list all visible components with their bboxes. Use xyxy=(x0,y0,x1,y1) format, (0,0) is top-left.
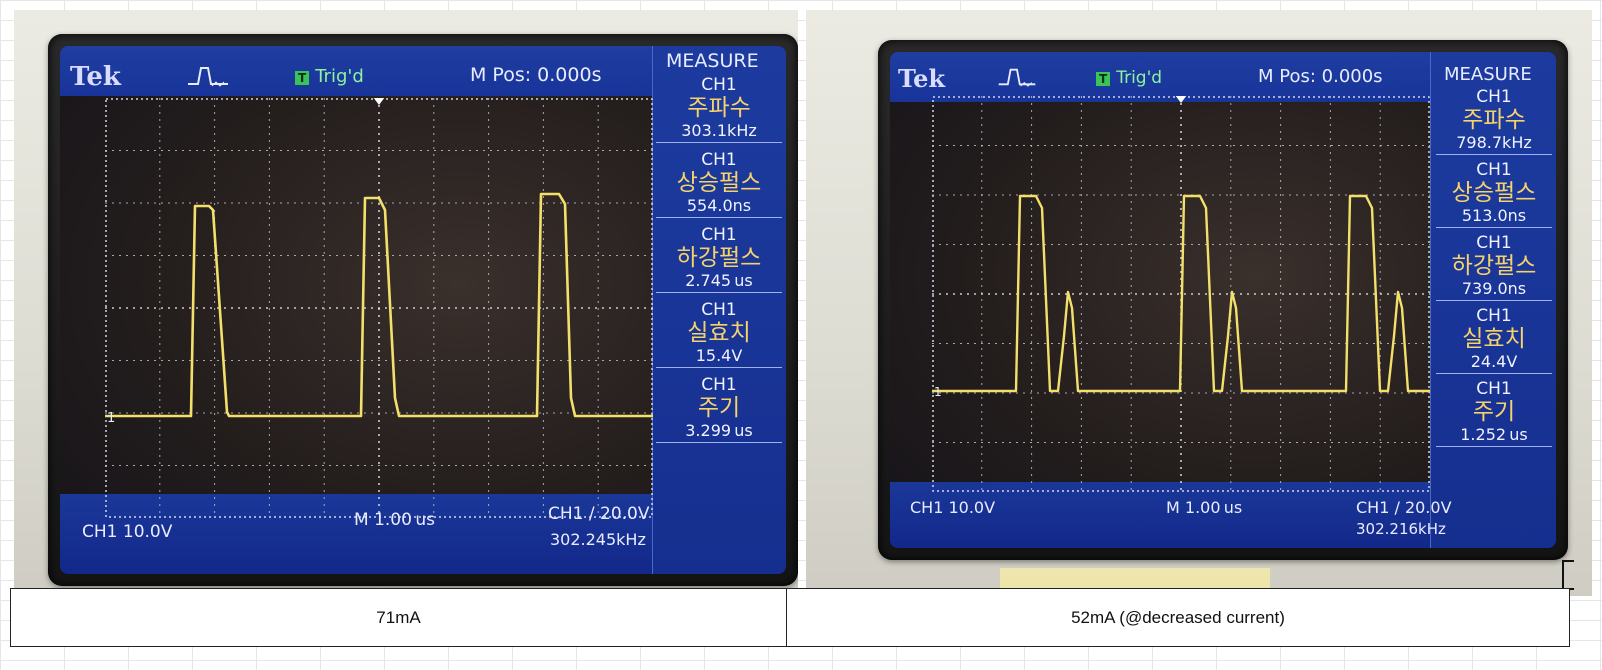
channel-marker: 1 xyxy=(934,385,942,399)
measurement-name: 하강펄스 xyxy=(1451,253,1537,279)
measurement-channel: CH1 xyxy=(1476,233,1512,253)
measurement-value: 2.745 us xyxy=(656,272,782,293)
measurement-item: CH1 주파수 798.7kHz xyxy=(1436,88,1552,155)
measurement-item: CH1 주파수 303.1kHz xyxy=(656,76,782,143)
measure-title: MEASURE xyxy=(666,50,759,72)
measurement-item: CH1 상승펄스 554.0ns xyxy=(656,151,782,218)
measurement-name: 하강펄스 xyxy=(676,245,762,271)
measurement-value: 15.4V xyxy=(656,347,782,368)
trigger-box-icon: T xyxy=(1096,72,1111,86)
channel-scale: CH1 10.0V xyxy=(82,522,173,542)
measurement-channel: CH1 xyxy=(701,225,737,245)
measurement-channel: CH1 xyxy=(701,375,737,395)
oscilloscope-photo-right: Tek T Trig'd M Pos: 0.000s MEASURE CH1 주파수… xyxy=(806,10,1592,596)
measure-list: CH1 주파수 303.1kHz CH1 상승펄스 554.0ns CH1 하강펄스 2.745… xyxy=(656,76,782,451)
caption-left: 71mA xyxy=(11,589,787,646)
measure-list: CH1 주파수 798.7kHz CH1 상승펄스 513.0ns CH1 하강펄스 739.0… xyxy=(1436,88,1552,453)
m-pos: M Pos: 0.000s xyxy=(1258,66,1383,87)
measurement-name: 실효치 xyxy=(1462,326,1526,352)
waveform-trace xyxy=(932,194,1430,393)
measurement-channel: CH1 xyxy=(701,300,737,320)
waveform-svg: 1 xyxy=(105,98,653,518)
oscilloscope-photo-left: Tek T Trig'd M Pos: 0.000s MEASURE CH1 주파수… xyxy=(14,10,798,596)
measurement-item: CH1 주기 1.252 us xyxy=(1436,380,1552,447)
trigger-status: T Trig'd xyxy=(295,66,364,87)
time-scale: M 1.00 us xyxy=(1166,498,1243,517)
measurement-value: 798.7kHz xyxy=(1436,134,1552,155)
measurement-value: 3.299 us xyxy=(656,422,782,443)
trigger-position-marker xyxy=(373,98,385,105)
caption-right: 52mA (@decreased current) xyxy=(1071,607,1285,627)
measurement-item: CH1 실효치 15.4V xyxy=(656,301,782,368)
measurement-name: 실효치 xyxy=(687,320,751,346)
trigger-box-icon: T xyxy=(295,71,310,85)
trigger-setting: CH1 / 20.0V xyxy=(1356,498,1452,517)
measurement-value: 24.4V xyxy=(1436,353,1552,374)
measurement-item: CH1 하강펄스 739.0ns xyxy=(1436,234,1552,301)
measurement-channel: CH1 xyxy=(701,75,737,95)
measurement-name: 주파수 xyxy=(687,95,751,121)
measurement-value: 554.0ns xyxy=(656,197,782,218)
measurement-item: CH1 실효치 24.4V xyxy=(1436,307,1552,374)
graticule xyxy=(105,98,653,518)
measurement-value: 1.252 us xyxy=(1436,426,1552,447)
measurement-item: CH1 하강펄스 2.745 us xyxy=(656,226,782,293)
trigger-status: T Trig'd xyxy=(1096,68,1162,88)
time-scale: M 1.00 us xyxy=(354,510,435,530)
channel-marker: 1 xyxy=(107,411,115,426)
measurement-channel: CH1 xyxy=(1476,306,1512,326)
trigger-position-marker xyxy=(1175,96,1187,103)
measurement-name: 주파수 xyxy=(1462,107,1526,133)
measurement-channel: CH1 xyxy=(1476,379,1512,399)
measurement-name: 주기 xyxy=(1472,399,1516,425)
scope-bezel: Tek T Trig'd M Pos: 0.000s MEASURE CH1 주파수… xyxy=(48,34,798,586)
waveform-trace xyxy=(105,192,653,418)
paper-label xyxy=(1000,568,1270,590)
scope-bottom-bar xyxy=(60,494,652,574)
measurement-item: CH1 상승펄스 513.0ns xyxy=(1436,161,1552,228)
scope-screen: Tek T Trig'd M Pos: 0.000s MEASURE CH1 주파수… xyxy=(890,52,1556,548)
measurement-name: 주기 xyxy=(697,395,741,421)
measure-panel xyxy=(652,46,786,574)
scope-status-bar xyxy=(60,46,652,96)
trigger-setting: CH1 / 20.0V xyxy=(548,504,650,524)
caption-table: 71mA 52mA (@decreased current) xyxy=(10,588,1570,647)
measurement-channel: CH1 xyxy=(701,150,737,170)
measure-title: MEASURE xyxy=(1444,64,1532,85)
measurement-value: 513.0ns xyxy=(1436,207,1552,228)
scope-bottom-bar xyxy=(890,482,1430,548)
frequency-counter: 302.216kHz xyxy=(1356,520,1446,538)
tek-logo: Tek xyxy=(70,62,121,92)
measurement-name: 상승펄스 xyxy=(676,170,762,196)
measurement-value: 303.1kHz xyxy=(656,122,782,143)
scope-bezel: Tek T Trig'd M Pos: 0.000s MEASURE CH1 주파수… xyxy=(878,40,1568,560)
channel-scale: CH1 10.0V xyxy=(910,498,996,517)
waveform-svg: 1 xyxy=(932,96,1430,492)
tek-logo: Tek xyxy=(898,64,946,93)
measurement-item: CH1 주기 3.299 us xyxy=(656,376,782,443)
measurement-value: 739.0ns xyxy=(1436,280,1552,301)
scope-screen: Tek T Trig'd M Pos: 0.000s MEASURE CH1 주파수… xyxy=(60,46,786,574)
measurement-channel: CH1 xyxy=(1476,160,1512,180)
trigger-status-text: Trig'd xyxy=(1116,68,1163,88)
pulse-icon xyxy=(188,67,228,87)
trigger-status-text: Trig'd xyxy=(315,66,364,87)
m-pos: M Pos: 0.000s xyxy=(470,64,602,86)
measurement-name: 상승펄스 xyxy=(1451,180,1537,206)
pulse-icon xyxy=(998,68,1036,87)
scope-status-bar xyxy=(890,52,1430,102)
frequency-counter: 302.245kHz xyxy=(550,530,646,549)
measurement-channel: CH1 xyxy=(1476,87,1512,107)
cell-selection-edge xyxy=(1562,560,1574,590)
